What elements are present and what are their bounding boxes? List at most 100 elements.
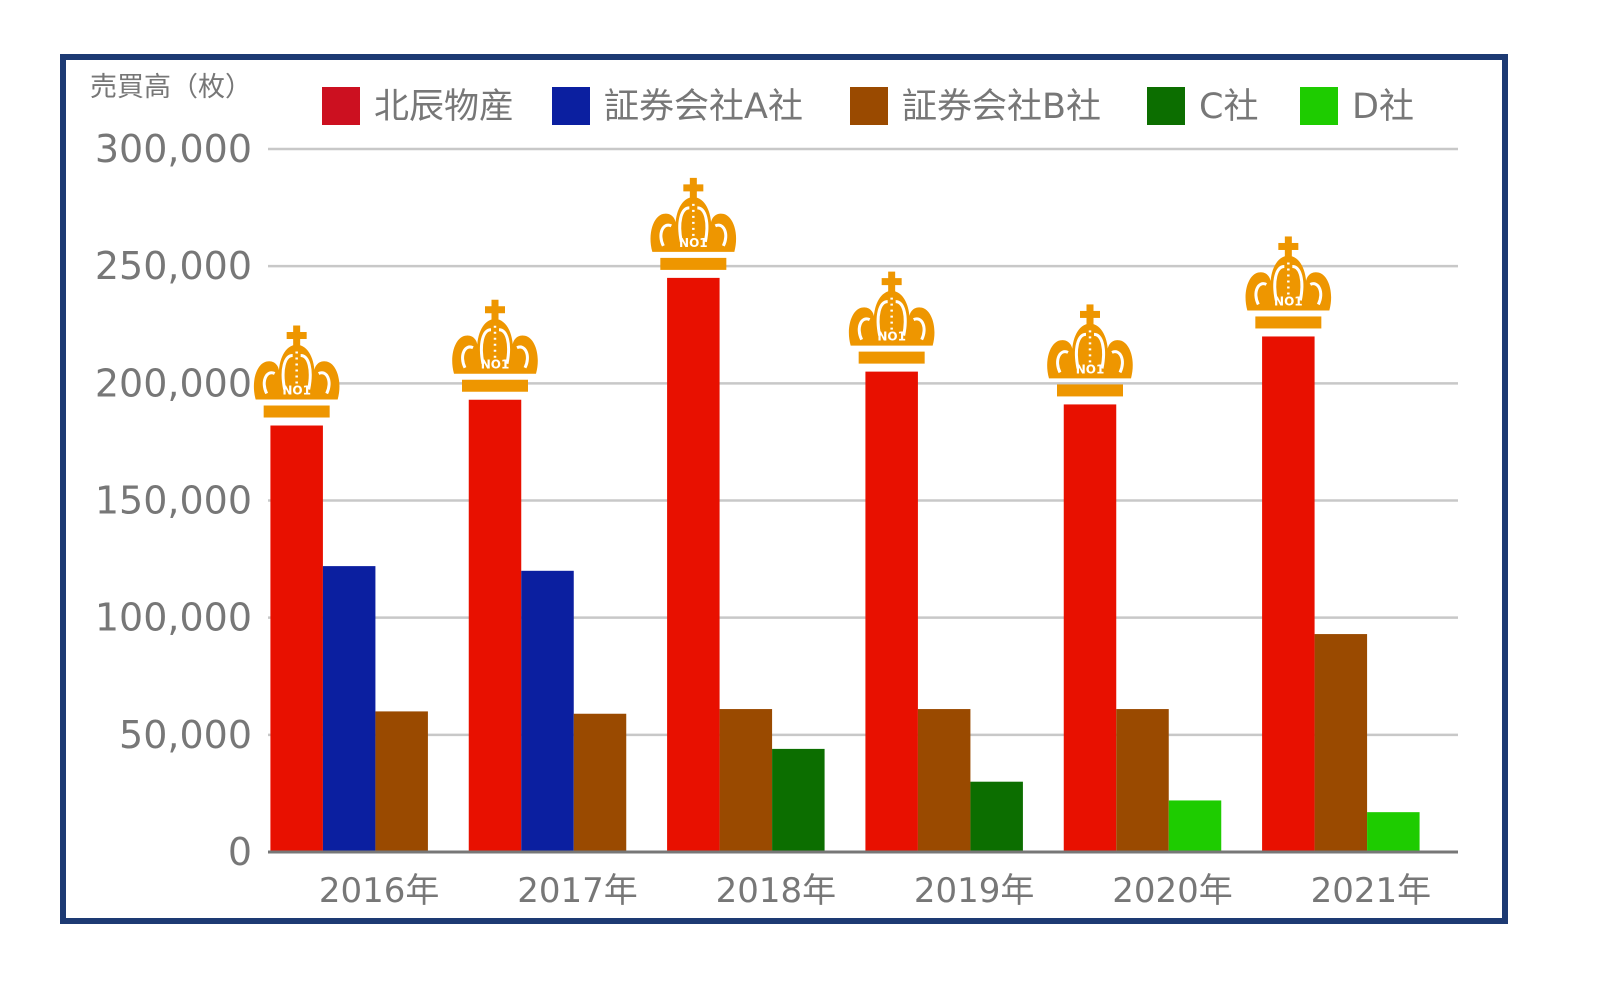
crown-band <box>1255 316 1322 329</box>
crown-arch <box>516 345 529 369</box>
legend-label: 証券会社B社 <box>902 87 1101 127</box>
crown-band <box>660 257 727 270</box>
crown-cross-horizontal <box>1278 242 1299 250</box>
crown-no1-badge: NO1 <box>1245 236 1332 329</box>
crown-no1-badge: NO1 <box>1047 304 1133 397</box>
crown-cross-horizontal <box>485 306 505 314</box>
y-tick-label: 0 <box>228 830 252 874</box>
bar <box>1063 404 1117 852</box>
crown-arch <box>876 300 888 336</box>
crown-badge-text: NO1 <box>1274 294 1303 308</box>
legend-label: 証券会社A社 <box>604 87 803 127</box>
x-tick-label: 2017年 <box>517 871 638 911</box>
crown-badge-text: NO1 <box>679 236 708 250</box>
crown-badge-text: NO1 <box>1076 362 1105 376</box>
crown-arch <box>1292 264 1304 301</box>
legend-swatch <box>552 87 590 125</box>
x-tick-labels: 2016年 2017年 2018年 2019年 2020年 2021年 <box>319 871 1431 911</box>
crown-arch <box>1093 332 1106 369</box>
bar <box>521 570 574 852</box>
bar <box>772 748 825 852</box>
crown-no1-badge: NO1 <box>452 299 538 392</box>
crown-cross-horizontal <box>1080 310 1100 318</box>
crown-arch <box>1056 350 1069 374</box>
bar <box>1314 634 1368 852</box>
crown-band <box>462 379 528 392</box>
bar <box>719 709 773 852</box>
crown-body <box>1245 255 1332 311</box>
crown-cross-horizontal <box>881 278 902 286</box>
legend: 北辰物産 証券会社A社 証券会社B社 C社 D社 <box>322 87 1414 127</box>
crown-arch <box>1111 350 1124 374</box>
bar <box>1116 709 1169 852</box>
y-axis-label: 売買高（枚） <box>90 72 252 103</box>
bar <box>573 713 627 852</box>
bar <box>1262 336 1315 852</box>
crown-arch <box>479 328 492 365</box>
crown-arch <box>697 206 709 243</box>
gridlines <box>268 147 1458 737</box>
x-tick-label: 2020年 <box>1112 871 1233 911</box>
y-tick-labels: 0 50,000 100,000 150,000 200,000 250,000 300,0… <box>95 127 252 874</box>
crown-arch <box>1273 264 1285 301</box>
y-tick-label: 50,000 <box>119 713 252 757</box>
bar <box>970 781 1023 852</box>
y-tick-label: 250,000 <box>95 244 252 288</box>
x-tick-label: 2019年 <box>914 871 1035 911</box>
crown-no1-badge: NO1 <box>650 177 737 270</box>
crown-cross-horizontal <box>286 332 307 340</box>
legend-label: C社 <box>1199 87 1258 127</box>
y-tick-label: 100,000 <box>95 596 252 640</box>
bar <box>667 277 720 853</box>
crown-arch <box>317 371 331 395</box>
crown-badge-text: NO1 <box>481 358 510 372</box>
crown-arch <box>498 328 511 365</box>
crown-badge-text: NO1 <box>877 330 906 344</box>
crown-arch <box>281 354 293 390</box>
crown-arch <box>461 345 474 369</box>
crown-body <box>848 290 935 346</box>
crown-arch <box>1074 332 1087 369</box>
bar <box>375 711 428 852</box>
legend-swatch <box>322 87 360 125</box>
y-tick-label: 200,000 <box>95 361 252 405</box>
crown-body <box>253 344 340 400</box>
bar <box>917 709 971 852</box>
crown-arch <box>678 206 690 243</box>
crown-arch <box>895 300 907 336</box>
x-tick-label: 2016年 <box>319 871 440 911</box>
bar <box>270 425 323 852</box>
legend-label: 北辰物産 <box>374 87 514 127</box>
legend-swatch <box>850 87 888 125</box>
bars <box>270 277 1420 853</box>
crown-arch <box>857 317 871 341</box>
crown-body <box>650 196 737 252</box>
crown-arch <box>300 354 312 390</box>
x-tick-label: 2018年 <box>716 871 837 911</box>
y-tick-label: 150,000 <box>95 479 252 523</box>
crown-band <box>858 351 925 364</box>
x-tick-label: 2021年 <box>1311 871 1432 911</box>
crown-band <box>263 405 330 418</box>
crown-cross-horizontal <box>683 184 704 192</box>
legend-label: D社 <box>1352 87 1414 127</box>
crown-badge-text: NO1 <box>282 384 311 398</box>
crown-arch <box>714 223 728 247</box>
crown-arch <box>912 317 926 341</box>
crown-body <box>1047 323 1133 379</box>
bar <box>322 566 376 852</box>
crown-no1-badge: NO1 <box>253 325 340 418</box>
bar <box>1168 800 1222 852</box>
y-tick-label: 300,000 <box>95 127 252 171</box>
legend-swatch <box>1300 87 1338 125</box>
legend-swatch <box>1147 87 1185 125</box>
crown-arch <box>1254 282 1267 306</box>
bar <box>468 399 522 852</box>
crown-body <box>452 318 538 374</box>
crown-arch <box>1309 282 1323 306</box>
crown-arch <box>262 371 276 395</box>
crown-band <box>1057 384 1123 397</box>
crown-arch <box>659 223 673 247</box>
crown-badges: NO1 NO1 NO1 NO1 NO1 NO1 <box>253 177 1332 418</box>
